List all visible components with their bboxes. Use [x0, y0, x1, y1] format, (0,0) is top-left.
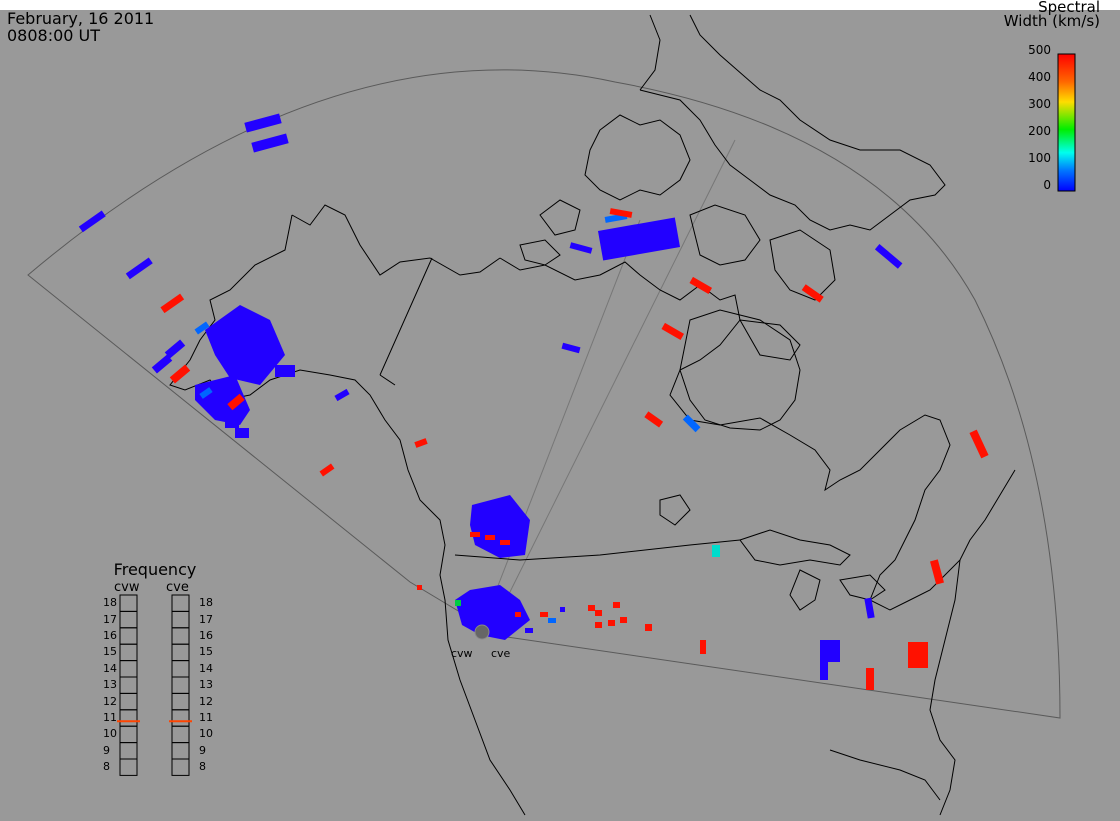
- backscatter-west-alaska: [78, 113, 428, 477]
- frequency-label-right: 11: [199, 711, 213, 724]
- colorbar-tick-400: 400: [1028, 70, 1051, 84]
- coastline-greenland: [639, 14, 946, 231]
- frequency-cell-cve: [171, 742, 190, 760]
- frequency-label-left: 8: [103, 760, 110, 774]
- frequency-label-right: 15: [199, 645, 213, 659]
- frequency-cell-cve: [171, 627, 190, 645]
- time-label: 0808:00 UT: [7, 26, 101, 45]
- date-label: February, 16 2011: [7, 9, 155, 28]
- frequency-label-right: 16: [199, 629, 213, 642]
- frequency-label-left: 14: [103, 661, 117, 675]
- frequency-cell-cve: [171, 660, 190, 678]
- coastline-us-east: [829, 559, 961, 816]
- frequency-label-right: 8: [199, 760, 206, 774]
- radar-label-cve: cve: [491, 647, 511, 660]
- coastline-arctic-canada: [499, 257, 1016, 611]
- frequency-label-right: 12: [199, 694, 213, 708]
- frequency-label-right: 17: [199, 612, 213, 626]
- frequency-label-right: 9: [199, 743, 206, 757]
- frequency-cell-cve: [171, 709, 190, 727]
- frequency-cell-cvw: [119, 594, 138, 612]
- frequency-cell-cve: [171, 643, 190, 662]
- border-us-canada: [454, 539, 741, 561]
- frequency-cell-cve: [171, 594, 190, 612]
- coastline-hudson-bay: [679, 309, 801, 431]
- frequency-cell-cvw: [119, 676, 138, 694]
- frequency-cell-cvw: [119, 742, 138, 760]
- fov-divider-east: [489, 139, 736, 633]
- frequency-cell-cve: [171, 676, 190, 694]
- frequency-label-left: 10: [103, 727, 117, 741]
- frequency-cell-cvw: [119, 643, 138, 662]
- frequency-radar-cve: cve: [166, 580, 189, 595]
- frequency-cell-cvw: [119, 709, 138, 727]
- frequency-label-left: 11: [103, 711, 117, 724]
- coastline-alaska: [169, 204, 526, 816]
- colorbar-tick-100: 100: [1028, 151, 1051, 165]
- frequency-cell-cvw: [119, 660, 138, 678]
- colorbar-tick-200: 200: [1028, 124, 1051, 138]
- frequency-label-left: 16: [103, 629, 117, 642]
- colorbar-scale: [1057, 53, 1076, 192]
- frequency-label-right: 14: [199, 661, 213, 675]
- frequency-cell-cvw: [119, 725, 138, 744]
- frequency-label-left: 17: [103, 612, 117, 626]
- radar-site: [474, 624, 490, 640]
- radar-label-cvw: cvw: [451, 647, 473, 660]
- frequency-grid: [117, 594, 192, 776]
- top-strip: [0, 0, 1120, 10]
- frequency-cell-cve: [171, 610, 190, 629]
- frequency-label-right: 18: [199, 596, 213, 610]
- backscatter-east: [560, 208, 989, 690]
- frequency-cell-cvw: [119, 610, 138, 629]
- frequency-label-left: 9: [103, 743, 110, 757]
- fov-boundary: [27, 69, 1061, 719]
- frequency-title: Frequency: [113, 560, 197, 579]
- colorbar-tick-300: 300: [1028, 97, 1051, 111]
- frequency-radar-cvw: cvw: [114, 580, 140, 595]
- frequency-cell-cve: [171, 725, 190, 744]
- frequency-label-right: 13: [199, 678, 213, 692]
- backscatter-west-near: [417, 495, 556, 640]
- colorbar-title-line1: Spectral: [1038, 0, 1100, 16]
- frequency-cell-cvw: [119, 627, 138, 645]
- frequency-label-right: 10: [199, 727, 213, 741]
- border-alaska: [379, 257, 433, 386]
- frequency-label-left: 15: [103, 645, 117, 659]
- colorbar-tick-500: 500: [1028, 43, 1051, 57]
- coastline-great-lakes: [659, 494, 886, 611]
- frequency-label-left: 12: [103, 694, 117, 708]
- frequency-label-left: 13: [103, 678, 117, 692]
- fov-divider-west: [479, 219, 641, 633]
- frequency-label-left: 18: [103, 596, 117, 610]
- coastline-arctic-islands: [519, 114, 836, 361]
- colorbar-tick-0: 0: [1043, 178, 1051, 192]
- frequency-cell-cve: [171, 758, 190, 776]
- colorbar-title-line2: Width (km/s): [1003, 12, 1100, 30]
- frequency-cell-cve: [171, 692, 190, 711]
- frequency-cell-cvw: [119, 758, 138, 776]
- frequency-cell-cvw: [119, 692, 138, 711]
